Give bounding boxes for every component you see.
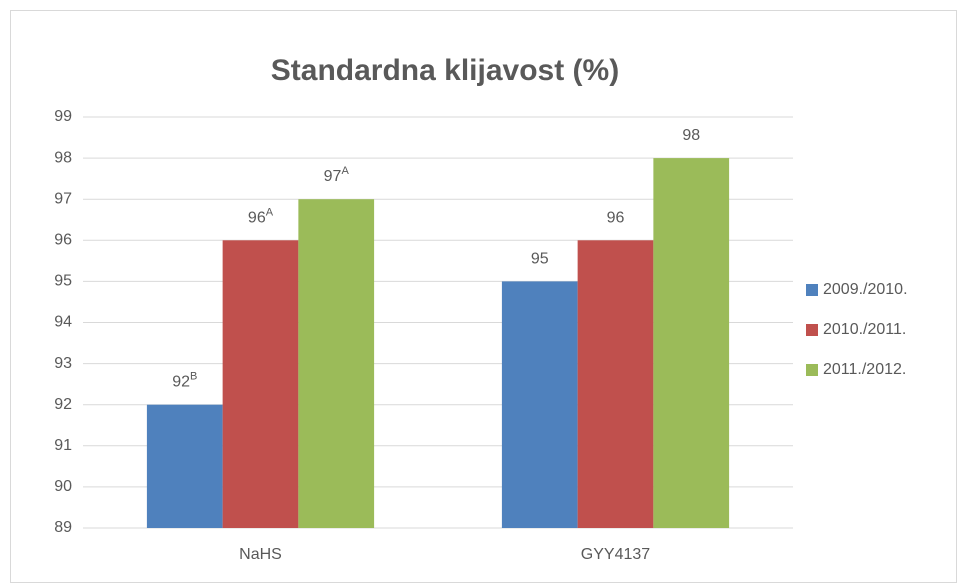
data-label: 98	[682, 127, 700, 144]
y-tick-label: 96	[54, 232, 72, 249]
bar	[146, 404, 223, 528]
y-tick-label: 99	[54, 108, 72, 125]
data-label: 95	[531, 251, 549, 268]
data-label: 97A	[324, 165, 350, 185]
bar	[501, 281, 578, 528]
data-label-value: 96	[607, 210, 625, 227]
y-tick-label: 95	[54, 273, 72, 290]
data-label-value: 97	[324, 168, 342, 185]
x-tick-label: NaHS	[239, 546, 282, 563]
y-tick-label: 89	[54, 519, 72, 536]
legend-label: 2010./2011.	[823, 321, 906, 338]
bar	[222, 240, 299, 529]
legend-swatch	[806, 324, 818, 336]
y-tick-label: 98	[54, 149, 72, 166]
data-label-superscript: A	[266, 206, 274, 218]
data-label-superscript: B	[190, 371, 197, 383]
y-tick-label: 97	[54, 190, 72, 207]
bar	[653, 158, 730, 528]
data-label-value: 95	[531, 251, 549, 268]
data-label-value: 98	[682, 127, 700, 144]
y-tick-label: 92	[54, 396, 72, 413]
bar	[577, 240, 654, 529]
data-label: 92B	[172, 371, 197, 391]
legend-label: 2009./2010.	[823, 281, 908, 298]
chart-title: Standardna klijavost (%)	[271, 54, 619, 87]
data-label-value: 96	[248, 210, 266, 227]
y-tick-label: 90	[54, 478, 72, 495]
legend-swatch	[806, 284, 818, 296]
y-tick-label: 93	[54, 355, 72, 372]
x-tick-label: GYY4137	[581, 546, 650, 563]
data-label-value: 92	[172, 374, 190, 391]
legend-swatch	[806, 364, 818, 376]
data-label: 96	[607, 210, 625, 227]
y-tick-label: 94	[54, 314, 72, 331]
legend-label: 2011./2012.	[823, 361, 906, 378]
data-label-superscript: A	[341, 165, 349, 177]
y-tick-label: 91	[54, 437, 72, 454]
data-label: 96A	[248, 206, 274, 226]
bar	[298, 199, 375, 528]
